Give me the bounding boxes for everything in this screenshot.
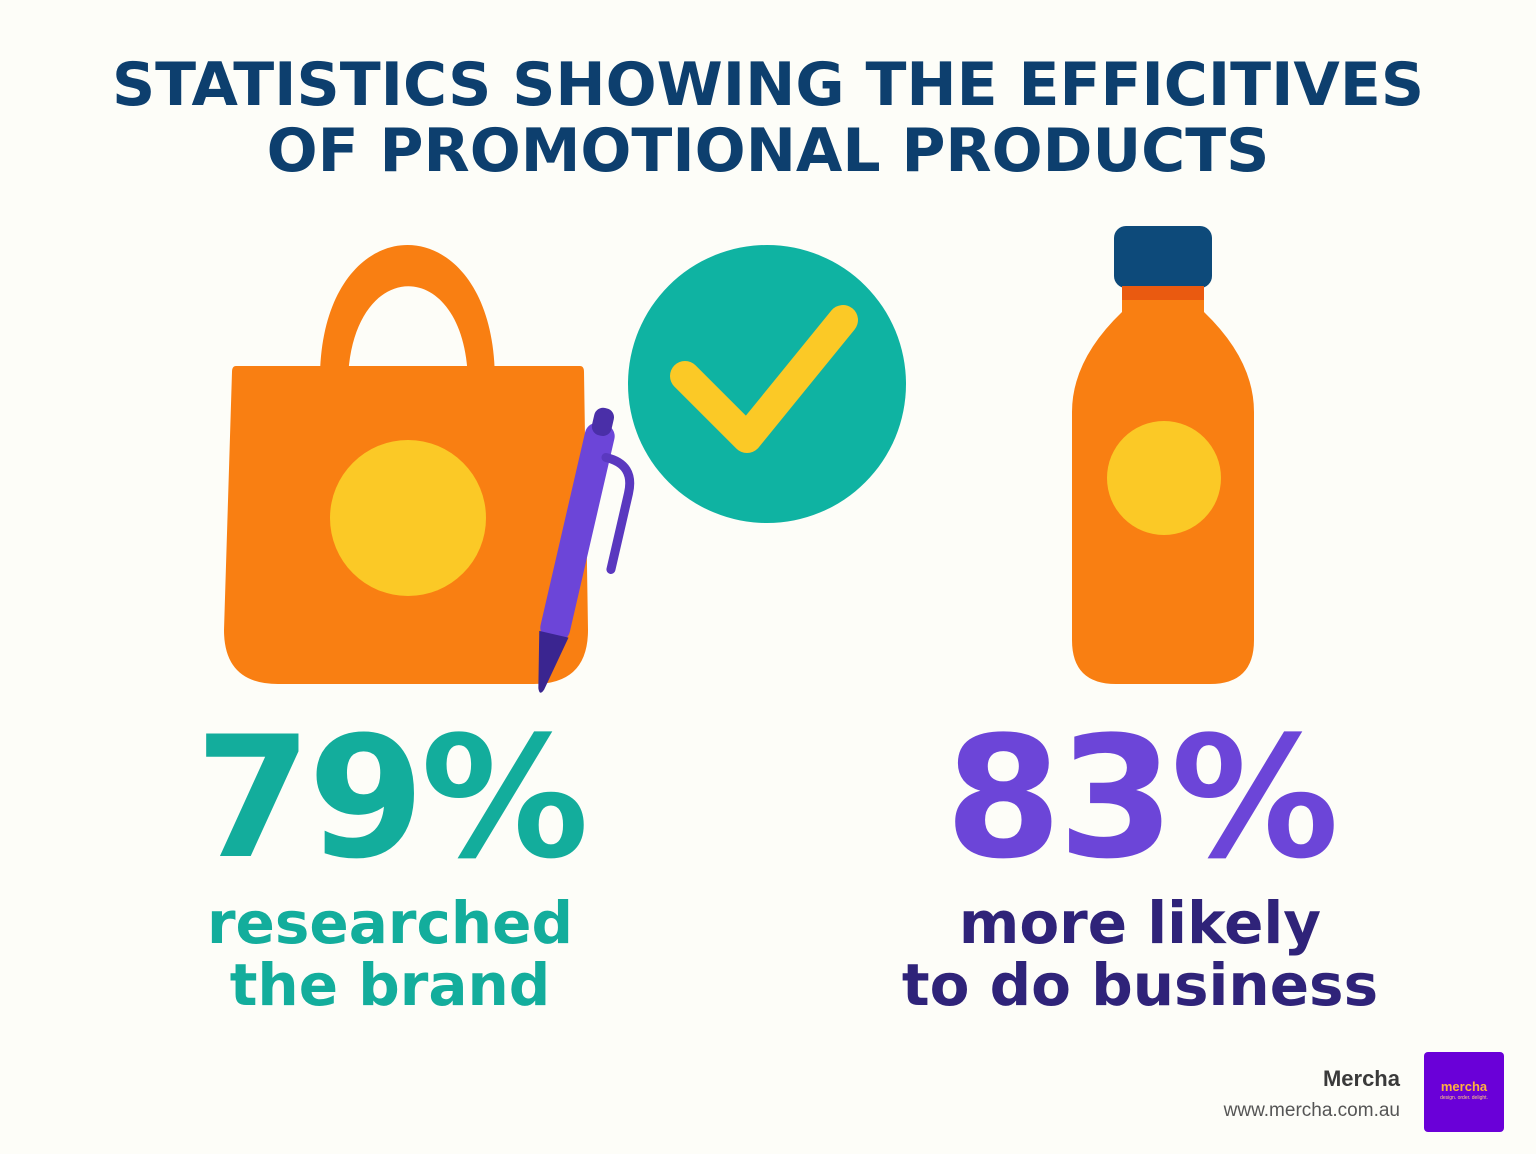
pen-icon [538,407,635,693]
stat-value: 79% [194,700,589,896]
stat-label-line-1: more likely [958,889,1322,957]
tote-bag-icon [224,245,588,684]
stat-value: 83% [944,700,1339,896]
brand-url: www.mercha.com.au [1223,1100,1400,1121]
stat-more-likely: 83% more likely to do business [880,714,1400,1016]
title-line-1: STATISTICS SHOWING THE EFFICITIVES [111,50,1425,120]
logo-tagline: design. order. delight. [1440,1095,1488,1101]
checkmark-icon [628,245,906,523]
brand-logo: mercha design. order. delight. [1424,1052,1504,1132]
stat-researched: 79% researched the brand [150,714,630,1016]
page-title: STATISTICS SHOWING THE EFFICITIVES OF PR… [0,52,1536,184]
title-line-2: OF PROMOTIONAL PRODUCTS [266,116,1270,186]
water-bottle-icon [1072,226,1254,684]
stat-label-line-2: the brand [229,951,551,1019]
stat-label-line-1: researched [206,889,574,957]
brand-name: Mercha [1322,1066,1400,1091]
brand-credit: Mercha www.mercha.com.au [1224,1064,1400,1126]
logo-text: mercha [1440,1079,1488,1094]
stat-label-line-2: to do business [901,951,1379,1019]
